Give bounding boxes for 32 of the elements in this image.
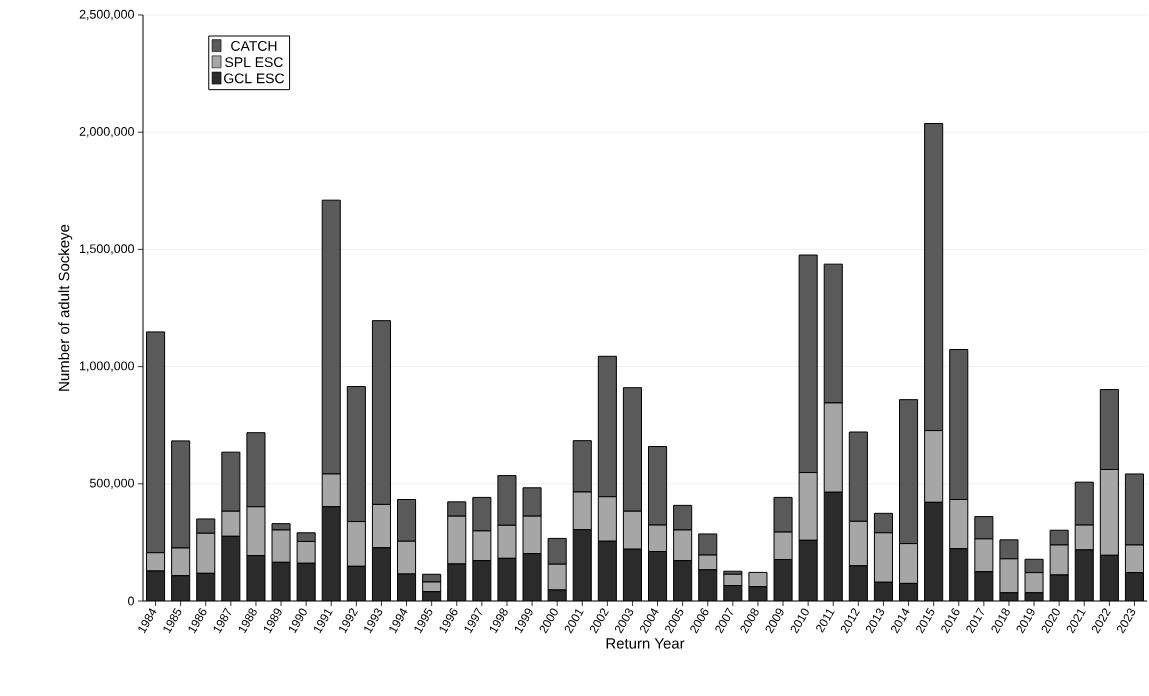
bar [799, 540, 818, 601]
y-tick-label: 0 [128, 596, 134, 606]
bar [673, 560, 692, 601]
bar [372, 547, 391, 601]
bar [748, 571, 768, 588]
bar [322, 506, 341, 601]
bar [698, 569, 717, 601]
x-axis-title: Return Year [606, 638, 685, 649]
bar [1100, 555, 1119, 601]
y-tick-label: 1,500,000 [80, 244, 134, 255]
y-axis-title: Number of adult Sockeye [58, 224, 73, 391]
y-tick-label: 2,000,000 [79, 127, 134, 138]
legend-label: SPL ESC [225, 57, 283, 68]
bar [472, 560, 491, 601]
bar [297, 563, 316, 601]
bar [1075, 549, 1094, 601]
bar [723, 573, 743, 587]
bar [573, 529, 592, 601]
legend-label: GCL ESC [224, 73, 285, 84]
y-tick-label: 1,000,000 [80, 361, 134, 372]
bar [824, 492, 843, 601]
y-tick-label: 2,500,000 [79, 9, 134, 21]
bar [974, 571, 993, 601]
legend-label: CATCH [231, 40, 277, 51]
bar [924, 502, 943, 601]
bar [598, 541, 617, 601]
bar [623, 549, 642, 601]
bar [221, 536, 240, 601]
y-tick-label: 500,000 [89, 478, 134, 489]
bar [849, 565, 868, 601]
bar [949, 548, 968, 601]
bar [648, 551, 667, 601]
